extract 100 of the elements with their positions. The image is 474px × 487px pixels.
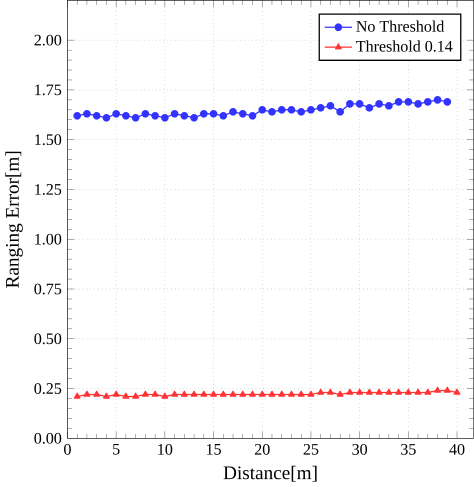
point (84, 390, 90, 397)
point (190, 114, 198, 122)
point (404, 388, 412, 395)
point (278, 106, 286, 114)
point (180, 112, 188, 120)
y-tick-label: 0.25 (34, 383, 62, 394)
point (366, 388, 373, 395)
point (316, 104, 325, 112)
point (161, 392, 168, 399)
point (298, 390, 305, 397)
point (308, 390, 314, 397)
y-tick-label: 1.25 (35, 184, 62, 195)
point (258, 106, 266, 114)
point (336, 108, 344, 116)
point (443, 98, 452, 106)
point (152, 390, 159, 397)
point (102, 114, 110, 122)
point (336, 390, 344, 397)
point (229, 108, 237, 116)
point (161, 114, 169, 122)
point (103, 392, 110, 399)
point (307, 106, 315, 114)
point (376, 388, 383, 395)
point (132, 114, 140, 122)
x-tick-label: 10 (158, 444, 172, 455)
point (74, 392, 81, 399)
point (434, 96, 442, 104)
point (210, 110, 218, 118)
point (92, 112, 101, 120)
point (219, 112, 228, 120)
point (93, 390, 100, 397)
y-tick-label: 0.50 (34, 333, 62, 344)
point (317, 388, 324, 395)
point (142, 390, 149, 397)
point (434, 386, 442, 393)
point (151, 112, 159, 120)
point (200, 390, 208, 397)
point (385, 388, 392, 395)
point (288, 390, 295, 397)
point (346, 100, 354, 108)
point (122, 392, 130, 399)
x-tick-label: 40 (449, 444, 464, 455)
point (200, 110, 208, 118)
point (238, 110, 247, 118)
x-tick-label: 30 (352, 444, 368, 455)
point (268, 108, 276, 116)
x-tick-label: 0 (64, 444, 71, 455)
point (268, 390, 276, 397)
point (395, 388, 402, 395)
point (230, 390, 236, 397)
y-tick-label: 1.00 (35, 234, 62, 245)
point (142, 110, 150, 118)
x-tick-label: 20 (254, 444, 270, 455)
legend-label: No Threshold (356, 20, 444, 32)
y-tick-label: 1.75 (35, 84, 62, 96)
point (444, 386, 451, 393)
point (171, 390, 178, 397)
x-tick-label: 25 (304, 444, 318, 455)
point (73, 112, 82, 120)
point (356, 100, 364, 108)
x-tick-label: 15 (206, 444, 221, 455)
y-tick-label: 2.00 (34, 34, 62, 46)
point (375, 100, 383, 108)
point (424, 98, 432, 106)
point (112, 110, 120, 118)
point (239, 390, 246, 397)
point (424, 388, 432, 395)
x-axis-title: Distance[m] (224, 466, 317, 482)
point (248, 112, 256, 120)
point (249, 390, 256, 397)
point (414, 388, 422, 395)
point (132, 392, 140, 399)
point (122, 112, 130, 120)
point (220, 390, 227, 397)
x-tick-label: 5 (113, 444, 120, 455)
point (297, 108, 306, 116)
point (190, 390, 198, 397)
point (346, 388, 354, 395)
legend-label: Threshold 0.14 (356, 40, 453, 52)
point (112, 390, 120, 397)
y-tick-label: 1.50 (35, 134, 62, 146)
point (394, 98, 402, 106)
point (326, 102, 334, 110)
y-tick-label: 0.00 (34, 432, 62, 444)
y-axis-title: Ranging Error[m] (5, 152, 23, 288)
point (404, 98, 412, 106)
point (278, 390, 286, 397)
y-tick-label: 0.75 (34, 284, 62, 294)
point (366, 104, 374, 112)
point (180, 390, 188, 397)
point (454, 388, 460, 395)
point (258, 390, 266, 397)
point (414, 100, 422, 108)
point (385, 102, 393, 110)
point (288, 106, 296, 114)
point (356, 388, 364, 395)
point (83, 110, 91, 118)
point (327, 388, 334, 395)
x-tick-label: 35 (401, 444, 416, 455)
point (170, 110, 178, 118)
